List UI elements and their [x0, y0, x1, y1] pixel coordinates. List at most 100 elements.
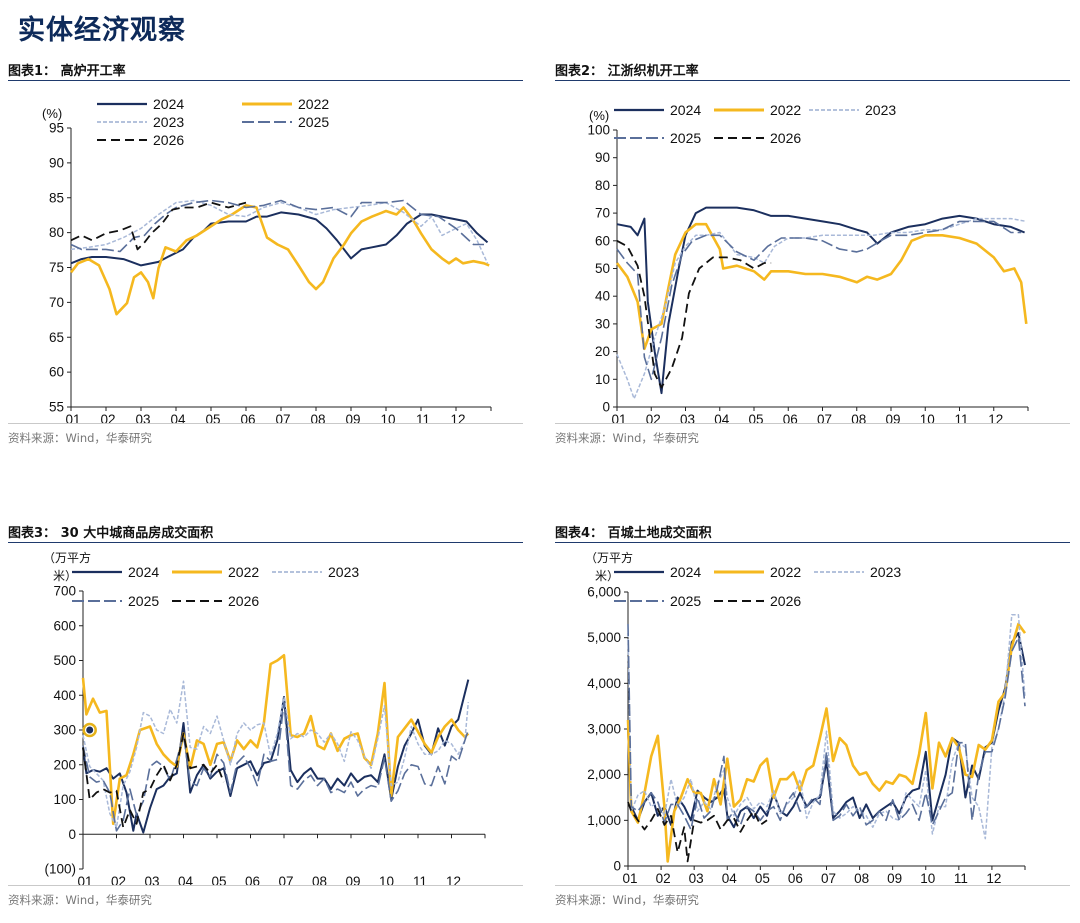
x-tick-label: 07 — [817, 412, 832, 427]
x-tick-label: 05 — [748, 412, 763, 427]
legend-label-2026: 2026 — [770, 593, 801, 609]
y-tick-label: 700 — [53, 584, 76, 599]
legend-label-2024: 2024 — [670, 564, 701, 580]
highlight-marker-dot — [86, 726, 94, 734]
y-unit-label: (%) — [42, 106, 62, 121]
series-2026-line — [70, 201, 247, 251]
x-tick-label: 08 — [312, 874, 327, 889]
x-tick-label: 06 — [783, 412, 798, 427]
y-tick-label: 600 — [53, 618, 76, 633]
title-rule — [8, 80, 523, 81]
x-tick-label: 09 — [345, 412, 360, 427]
series-2025-line — [616, 220, 1022, 381]
title-rule — [8, 542, 523, 543]
series-2022-line — [69, 204, 490, 316]
y-unit-label: （万平方 — [585, 550, 633, 565]
source-rule — [555, 885, 1070, 886]
highlight-marker — [82, 722, 97, 738]
series-2025-line — [82, 701, 470, 832]
y-tick-label: 3,000 — [587, 722, 621, 737]
legend-label-2026: 2026 — [228, 593, 259, 609]
chart-title: 图表4： 百城土地成交面积 — [555, 526, 712, 541]
legend-label-2026: 2026 — [770, 130, 801, 146]
x-tick-label: 11 — [416, 412, 430, 427]
chart-title: 图表3： 30 大中城商品房成交面积 — [8, 526, 214, 541]
y-tick-label: 85 — [49, 190, 64, 205]
legend-label-2022: 2022 — [770, 564, 801, 580]
y-tick-label: 70 — [49, 295, 64, 310]
x-tick-label: 02 — [100, 412, 115, 427]
x-tick-label: 10 — [920, 871, 935, 886]
y-tick-label: 70 — [595, 206, 610, 221]
y-tick-label: 6,000 — [587, 585, 621, 600]
legend-label-2022: 2022 — [228, 564, 259, 580]
x-tick-label: 03 — [135, 412, 150, 427]
y-tick-label: 0 — [602, 400, 610, 415]
series-2024-line — [627, 632, 1026, 829]
y-tick-label: 30 — [595, 316, 610, 331]
x-tick-label: 01 — [622, 871, 637, 886]
y-tick-label: 10 — [595, 372, 610, 387]
x-tick-label: 04 — [722, 871, 738, 886]
x-tick-label: 12 — [450, 412, 465, 427]
title-rule — [555, 542, 1070, 543]
legend-label-2025: 2025 — [670, 593, 701, 609]
y-tick-label: 0 — [68, 827, 76, 842]
legend-label-2023: 2023 — [870, 564, 901, 580]
x-tick-label: 07 — [821, 871, 836, 886]
legend-label-2022: 2022 — [770, 102, 801, 118]
legend-label-2025: 2025 — [298, 114, 329, 130]
y-tick-label: 100 — [587, 123, 610, 138]
title-rule — [555, 80, 1070, 81]
y-tick-label: 50 — [595, 261, 610, 276]
x-tick-label: 02 — [656, 871, 671, 886]
series-2026-line — [82, 732, 225, 829]
series-2023-line — [627, 614, 1026, 840]
chart-title: 图表2： 江浙织机开工率 — [555, 64, 699, 79]
legend-label-2022: 2022 — [298, 96, 329, 112]
x-tick-label: 06 — [245, 874, 260, 889]
y-tick-label: 75 — [49, 260, 64, 275]
legend-label-2023: 2023 — [865, 102, 896, 118]
series-2025-line — [70, 199, 484, 253]
series-2022-line — [615, 222, 1028, 351]
x-tick-label: 01 — [611, 412, 626, 427]
y-tick-label: 60 — [595, 233, 610, 248]
x-tick-label: 12 — [446, 874, 461, 889]
y-tick-label: 100 — [53, 792, 76, 807]
y-unit-label: 米） — [595, 569, 619, 583]
source-note: 资料来源：Wind，华泰研究 — [555, 893, 699, 907]
line-chart: 0 1,000 2,000 3,000 4,000 5,000 6,000 01 02 03 04 0… — [585, 550, 1027, 886]
chart-title: 图表1： 高炉开工率 — [8, 64, 126, 79]
x-tick-label: 12 — [988, 412, 1003, 427]
y-tick-label: 5,000 — [587, 630, 621, 645]
x-tick-label: 03 — [689, 871, 704, 886]
series-2024-line — [82, 679, 470, 834]
y-tick-label: 500 — [53, 653, 76, 668]
y-tick-label: 200 — [53, 757, 76, 772]
x-tick-label: 05 — [211, 874, 226, 889]
source-rule — [8, 885, 523, 886]
source-note: 资料来源：Wind，华泰研究 — [8, 431, 152, 445]
legend-label-2025: 2025 — [128, 593, 159, 609]
series-2023-line — [70, 199, 489, 264]
y-tick-label: 40 — [595, 289, 610, 304]
y-unit-label: 米） — [53, 569, 77, 583]
chart-panel-loom-rate: 图表2： 江浙织机开工率 0 10 20 30 40 50 60 70 80 90 100 01 02 0… — [555, 60, 1070, 460]
page-title: 实体经济观察 — [18, 15, 186, 46]
y-tick-label: 1,000 — [587, 813, 621, 828]
x-tick-label: 02 — [111, 874, 126, 889]
legend-label-2024: 2024 — [128, 564, 159, 580]
chart-panel-housing-sales: 图表3： 30 大中城商品房成交面积 (100) 0 100 200 300 400 500… — [8, 522, 523, 922]
x-tick-label: 04 — [178, 874, 194, 889]
y-tick-label: 300 — [53, 723, 76, 738]
line-chart: 0 10 20 30 40 50 60 70 80 90 100 01 02 03 04 05 06 07 08 09… — [587, 102, 1029, 427]
source-rule — [8, 423, 523, 424]
legend-label-2024: 2024 — [153, 96, 184, 112]
y-unit-label: （万平方 — [43, 550, 91, 565]
y-tick-label: 90 — [595, 150, 610, 165]
line-chart: (100) 0 100 200 300 400 500 600 700 01 02 03 04 05 06 0… — [43, 550, 486, 889]
x-tick-label: 07 — [275, 412, 290, 427]
x-tick-label: 04 — [170, 412, 186, 427]
x-tick-label: 04 — [714, 412, 730, 427]
